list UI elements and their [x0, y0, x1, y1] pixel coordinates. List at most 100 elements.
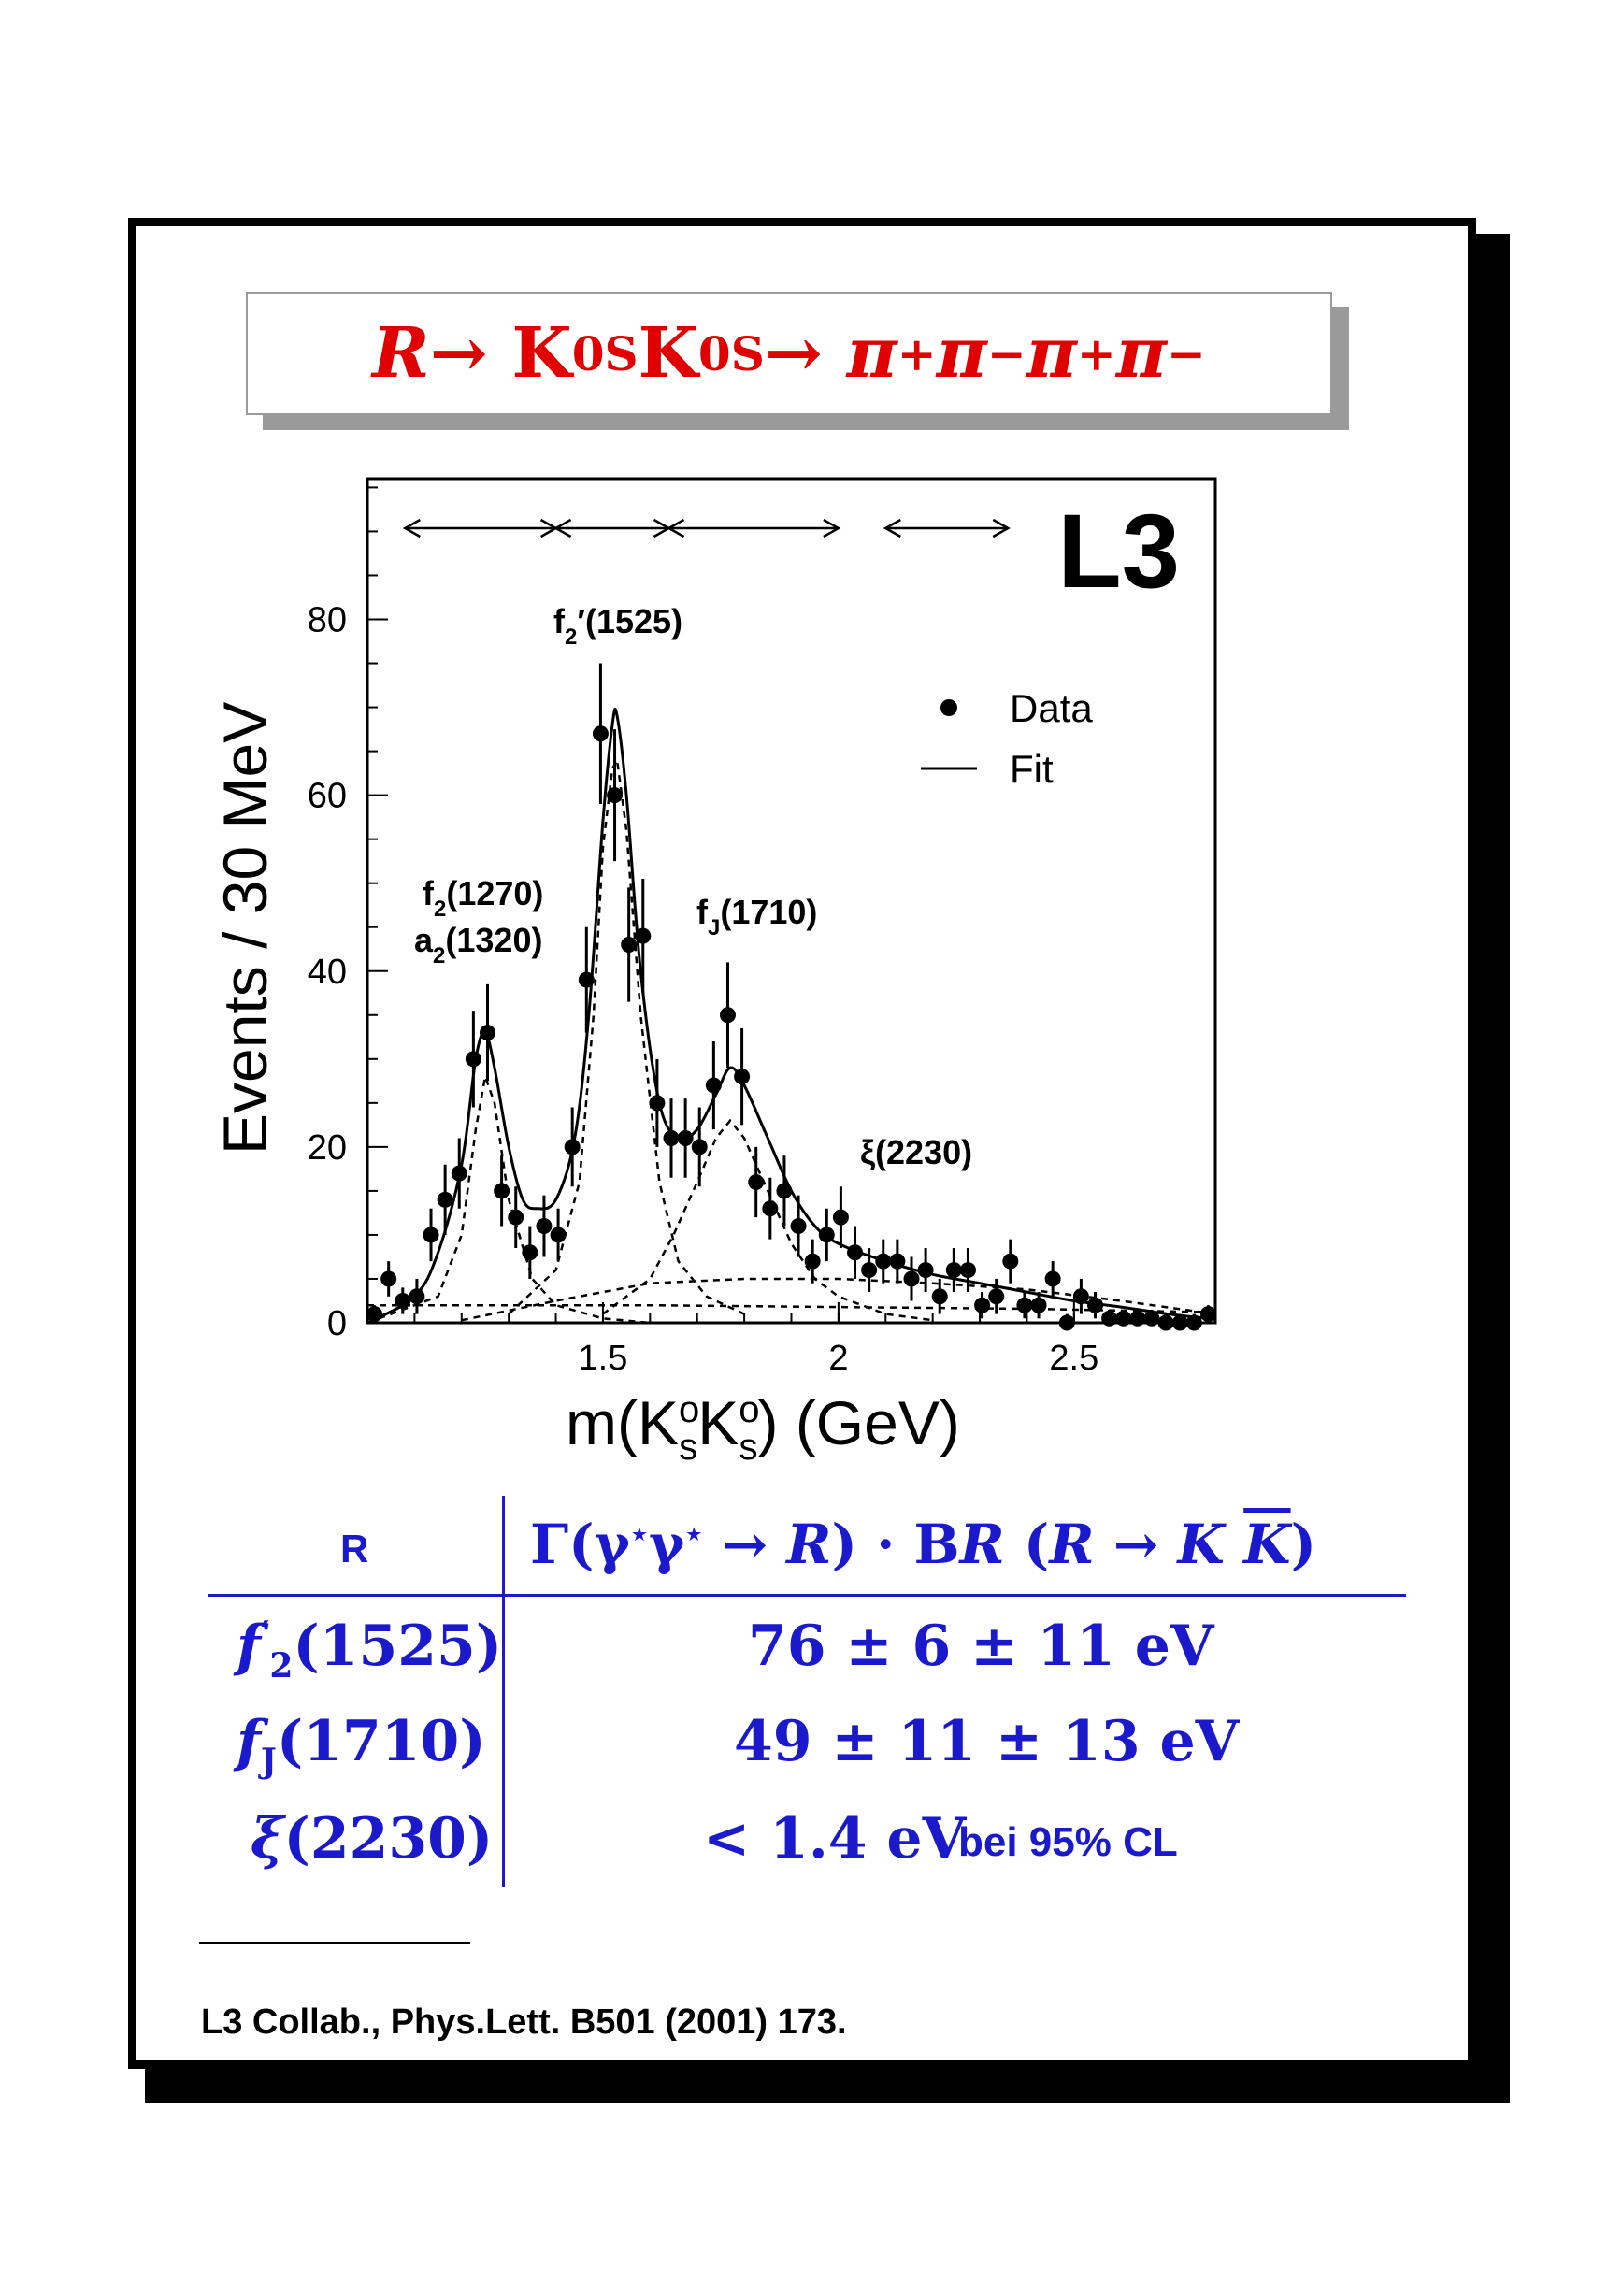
data-point: [875, 1253, 892, 1270]
data-point: [479, 1025, 495, 1041]
fit-component-curve: [461, 1277, 1216, 1322]
data-point: [465, 1051, 481, 1068]
x-axis-label-part: ) (GeV): [758, 1388, 960, 1457]
legend-data-marker: [940, 699, 957, 716]
y-tick-label: 80: [308, 601, 347, 640]
fit-component-curve: [602, 1118, 933, 1322]
data-point: [776, 1183, 793, 1199]
data-point: [1129, 1310, 1146, 1327]
chart-text: Events / 30 MeV m(Ko sKo s) (GeV) L3 Data …: [210, 493, 1180, 1468]
x-tick-label: 1.5: [579, 1339, 628, 1378]
data-point: [847, 1244, 864, 1261]
fit-curve: [366, 707, 1216, 1325]
data-point: [691, 1139, 708, 1155]
title-part: π: [936, 313, 987, 394]
experiment-label: L3: [1057, 493, 1180, 610]
fit-window-head: [823, 518, 841, 538]
data-point: [451, 1165, 467, 1182]
title-part: +: [897, 325, 937, 381]
data-point: [861, 1262, 878, 1279]
data-point: [550, 1227, 567, 1243]
data-point: [395, 1292, 411, 1309]
data-point: [974, 1297, 991, 1313]
fit-component-curve: [367, 1303, 1216, 1313]
data-point: [1087, 1297, 1104, 1313]
data-point: [917, 1262, 934, 1279]
y-tick-label: 60: [308, 777, 347, 816]
data-point: [1044, 1270, 1061, 1287]
fit-window-arrow: [666, 518, 841, 538]
title-part: → K: [429, 313, 572, 394]
data-point: [564, 1139, 581, 1155]
data-point: [494, 1183, 510, 1199]
title-part: 0: [697, 325, 731, 381]
fit-component-curve: [366, 1071, 697, 1325]
data-point: [1157, 1314, 1174, 1331]
fit-window-head: [883, 518, 901, 538]
data-point: [592, 725, 609, 742]
fit-window-head: [666, 518, 685, 538]
data-point: [804, 1253, 821, 1270]
chart-axes: 1.5 2 2.5 0 20 40 60 80: [308, 477, 1217, 1378]
data-point: [945, 1262, 962, 1279]
footnote-rule: [199, 1942, 470, 1944]
data-point: [663, 1129, 680, 1146]
fit-window-arrow: [402, 518, 559, 538]
title-part: −: [1167, 325, 1206, 381]
data-point: [508, 1209, 524, 1226]
title-part: +: [1076, 325, 1116, 381]
data-point: [1115, 1310, 1132, 1327]
slide-frame: [128, 218, 1476, 2069]
fit-window-head: [992, 518, 1011, 538]
data-point: [748, 1174, 765, 1190]
data-point: [423, 1227, 439, 1243]
fit-window-head: [553, 518, 572, 538]
data-point: [1101, 1310, 1118, 1327]
data-point: [437, 1191, 453, 1208]
data-point: [1143, 1310, 1160, 1327]
data-point: [1171, 1314, 1188, 1331]
data-point: [719, 1007, 736, 1024]
title-part: S: [604, 325, 639, 381]
data-point: [1072, 1288, 1089, 1305]
annotation-a2-1320: a2(1320): [414, 921, 542, 969]
x-tick-label: 2: [828, 1339, 848, 1378]
data-point: [578, 971, 595, 988]
fit-window-arrow: [553, 518, 672, 538]
fit-window-arrow: [883, 518, 1011, 538]
data-point: [903, 1270, 920, 1287]
data-point: [536, 1218, 553, 1235]
title-part: π: [1026, 313, 1077, 394]
title-part: π: [1115, 313, 1167, 394]
x-axis-label-part: o: [739, 1389, 759, 1430]
data-point: [380, 1270, 397, 1287]
data-point: [734, 1069, 751, 1085]
y-tick-label: 0: [327, 1304, 347, 1343]
annotation-f2prime-1525: f2′(1525): [553, 602, 682, 650]
data-point: [889, 1253, 906, 1270]
title-part: → π: [764, 313, 897, 394]
data-point: [635, 927, 652, 944]
data-point: [366, 1306, 383, 1323]
fit-window-head: [402, 518, 421, 538]
data-point: [790, 1218, 807, 1235]
data-point: [1016, 1297, 1033, 1313]
data-point: [607, 787, 624, 804]
data-point: [1030, 1297, 1047, 1313]
x-axis-label-part: K: [697, 1388, 739, 1457]
x-tick-label: 2.5: [1049, 1339, 1098, 1378]
x-axis-label-part: o: [679, 1389, 699, 1430]
data-point: [762, 1200, 779, 1217]
y-tick-label: 20: [308, 1128, 347, 1168]
legend-data-label: Data: [1010, 686, 1093, 730]
data-point: [1185, 1314, 1202, 1331]
data-point: [988, 1288, 1005, 1305]
annotation-f2-1270: f2(1270): [423, 874, 543, 922]
chart-data: [366, 663, 1216, 1331]
data-point: [832, 1209, 849, 1226]
data-point: [522, 1244, 538, 1261]
title-part: −: [986, 325, 1026, 381]
title-part: R: [372, 313, 430, 394]
